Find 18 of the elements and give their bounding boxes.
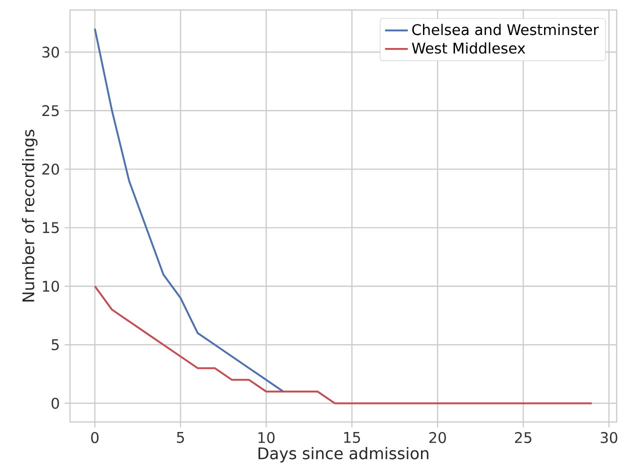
x-tick-label: 0 xyxy=(91,432,99,444)
x-tick-label: 15 xyxy=(344,432,360,443)
legend-label: Chelsea and Westminster xyxy=(412,24,599,36)
y-tick-label: 5 xyxy=(52,339,59,350)
y-tick-label: 10 xyxy=(42,280,59,292)
y-axis-title: Number of recordings xyxy=(22,130,38,302)
y-tick-label: 20 xyxy=(42,164,59,175)
x-axis-title: Days since admission xyxy=(258,446,428,462)
x-tick-label: 25 xyxy=(515,432,532,444)
y-tick-label: 15 xyxy=(42,222,59,234)
x-tick-label: 20 xyxy=(429,432,446,444)
legend-label: West Middlesex xyxy=(412,42,526,54)
y-tick-label: 25 xyxy=(42,105,59,116)
x-tick-label: 5 xyxy=(177,432,184,443)
x-tick-label: 30 xyxy=(600,432,618,444)
x-tick-label: 10 xyxy=(258,432,275,444)
y-tick-label: 30 xyxy=(42,46,59,58)
y-tick-label: 0 xyxy=(52,398,59,409)
